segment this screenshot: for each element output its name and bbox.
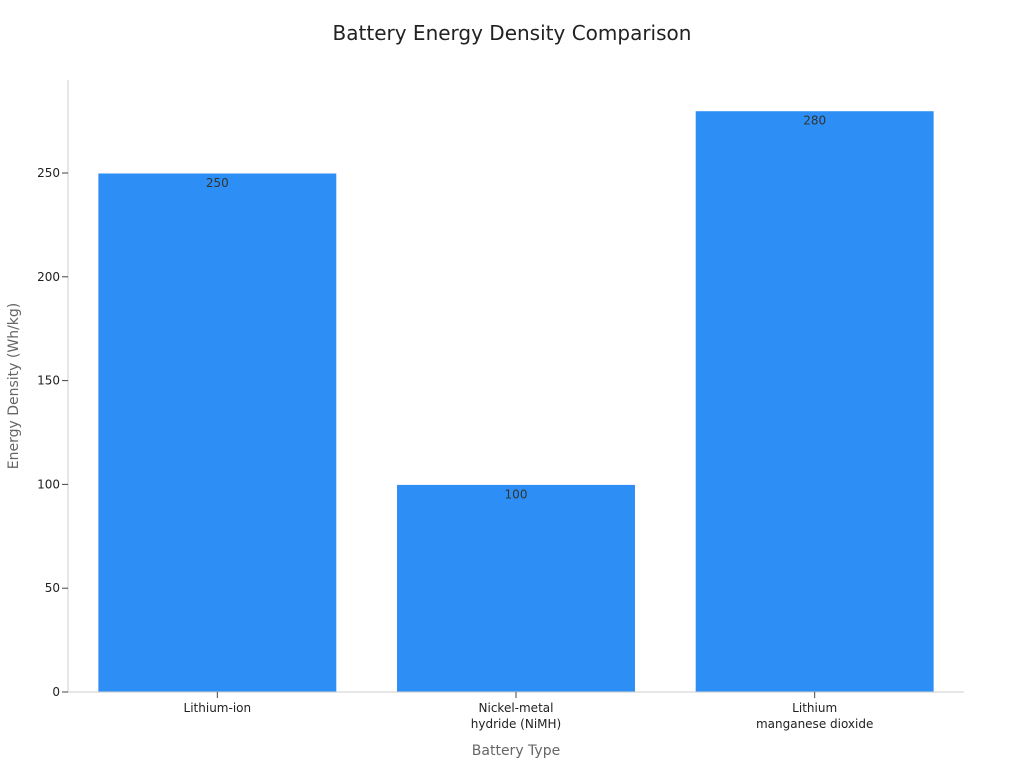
data-labels-group: 250 100 280 [206, 114, 826, 502]
x-tick-label: Lithium manganese dioxide [756, 701, 873, 731]
x-ticks-group: Lithium-ion Nickel-metal hydride (NiMH) Lit… [184, 692, 873, 731]
y-tick-label: 250 [37, 166, 60, 180]
y-tick-label: 0 [52, 685, 60, 699]
x-axis-title: Battery Type [472, 743, 560, 759]
x-tick-label: Lithium-ion [184, 701, 252, 715]
y-ticks-group: 0 50 100 150 200 250 [37, 166, 68, 699]
bar-value-label: 100 [505, 487, 528, 501]
y-tick-label: 200 [37, 270, 60, 284]
y-tick-label: 150 [37, 374, 60, 388]
bar [97, 172, 338, 693]
y-tick-label: 50 [45, 581, 60, 595]
bar [396, 483, 636, 693]
bar-value-label: 280 [803, 114, 826, 128]
y-tick-label: 100 [37, 477, 60, 491]
chart-title: Battery Energy Density Comparison [333, 21, 692, 45]
x-tick-label: Nickel-metal hydride (NiMH) [471, 701, 561, 731]
bars-group [97, 110, 935, 693]
bar [694, 110, 935, 693]
bar-value-label: 250 [206, 176, 229, 190]
y-axis-title: Energy Density (Wh/kg) [6, 303, 22, 470]
